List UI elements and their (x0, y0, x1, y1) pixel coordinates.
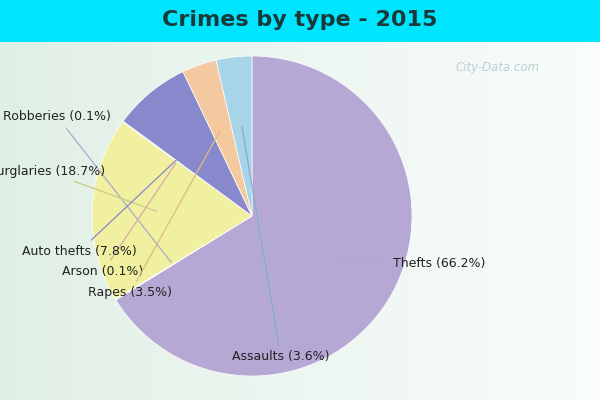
Text: Crimes by type - 2015: Crimes by type - 2015 (163, 10, 437, 30)
Text: Rapes (3.5%): Rapes (3.5%) (88, 131, 220, 299)
Text: City-Data.com: City-Data.com (456, 62, 540, 74)
Text: Robberies (0.1%): Robberies (0.1%) (4, 110, 171, 262)
Wedge shape (115, 216, 252, 300)
Wedge shape (183, 60, 252, 216)
Wedge shape (216, 56, 252, 216)
Text: Assaults (3.6%): Assaults (3.6%) (232, 126, 329, 363)
Text: Burglaries (18.7%): Burglaries (18.7%) (0, 165, 157, 211)
Text: Arson (0.1%): Arson (0.1%) (62, 164, 176, 278)
Wedge shape (122, 121, 252, 216)
Text: Auto thefts (7.8%): Auto thefts (7.8%) (22, 146, 191, 258)
Wedge shape (123, 72, 252, 216)
Text: Thefts (66.2%): Thefts (66.2%) (336, 258, 485, 270)
Wedge shape (92, 122, 252, 299)
Wedge shape (116, 56, 412, 376)
